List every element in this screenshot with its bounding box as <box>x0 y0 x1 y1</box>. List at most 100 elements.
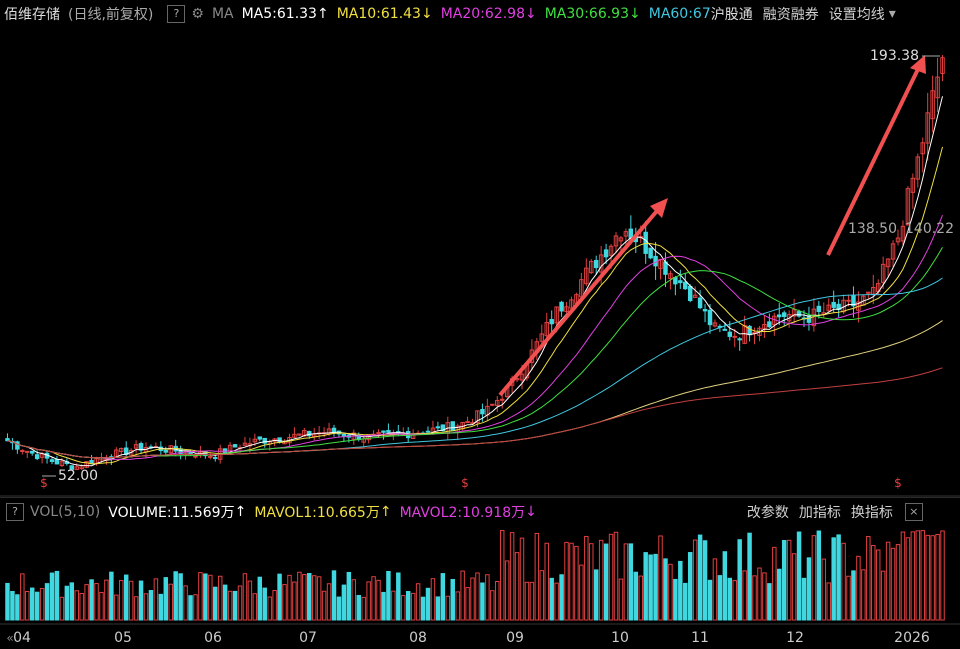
candle-body <box>54 459 60 465</box>
volume-bar <box>737 539 742 621</box>
candle-body <box>777 314 782 318</box>
volume-bar <box>148 590 154 621</box>
candle-body <box>292 433 297 438</box>
volume-bar <box>242 573 248 621</box>
volume-bar <box>791 553 797 621</box>
volume-bar <box>356 594 361 621</box>
gear-icon[interactable]: ⚙ <box>191 6 204 22</box>
candle-body <box>34 454 40 460</box>
volume-bar <box>5 582 10 621</box>
volume-bar <box>326 583 332 621</box>
volume-bar <box>208 574 213 621</box>
switch-indicator-button[interactable]: 换指标 <box>850 505 893 521</box>
volume-bar <box>371 576 376 621</box>
candle-body <box>49 459 55 462</box>
candle-body <box>544 322 549 337</box>
volume-bar <box>534 532 540 621</box>
close-icon[interactable]: × <box>904 503 923 521</box>
candle-body <box>69 465 75 470</box>
candle-body <box>450 421 455 432</box>
hgt-button[interactable]: 沪股通 <box>710 7 753 23</box>
vol-help-icon[interactable]: ? <box>6 503 24 521</box>
low-price-label: 52.00 <box>58 468 99 484</box>
candle-body <box>559 301 564 312</box>
candle-body <box>623 231 629 237</box>
candle-body <box>242 442 248 446</box>
chevron-down-icon[interactable]: ▾ <box>888 6 896 22</box>
volume-bar <box>178 573 183 621</box>
volume-bar <box>880 570 886 621</box>
volume-bar <box>668 563 673 621</box>
volume-bar <box>905 537 911 621</box>
change-params-button[interactable]: 改参数 <box>746 505 789 521</box>
candle-body <box>297 433 302 436</box>
candle-body <box>846 299 851 302</box>
candle-body <box>593 259 599 269</box>
candle-body <box>341 433 347 437</box>
volume-bar <box>890 547 896 621</box>
event-marker-icon: $ <box>894 476 902 490</box>
add-indicator-button[interactable]: 加指标 <box>798 505 841 521</box>
volume-bar <box>514 552 520 621</box>
candle-body <box>549 318 554 325</box>
volume-bar <box>386 570 391 621</box>
volume-bar <box>460 570 465 621</box>
x-axis-label: 09 <box>506 630 524 646</box>
volume-bar <box>895 544 901 621</box>
volume-bar <box>495 580 500 621</box>
volume-bar <box>237 585 243 621</box>
candle-body <box>915 156 921 180</box>
ma-settings-button[interactable]: 设置均线 <box>828 7 885 23</box>
candle-body <box>495 399 500 406</box>
ma5-up-icon: ↑ <box>316 6 329 22</box>
ma5-line <box>7 96 943 467</box>
mavol2-value: MAVOL2:10.918万 <box>399 505 526 521</box>
volume-bar <box>425 587 431 621</box>
volume-bar <box>44 583 50 621</box>
volume-bar <box>806 557 812 621</box>
volume-bar <box>772 546 777 621</box>
vol-label[interactable]: VOL(5,10) <box>30 504 101 520</box>
volume-bar <box>183 585 188 621</box>
stock-name[interactable]: 佰维存储 <box>4 7 60 23</box>
volume-bar <box>109 571 114 621</box>
candle-body <box>59 460 65 467</box>
ma10-line <box>7 146 943 465</box>
volume-bar <box>613 531 619 621</box>
help-icon[interactable]: ? <box>167 5 186 23</box>
candle-body <box>5 438 10 442</box>
volume-bar <box>158 593 164 621</box>
volume-bar <box>415 583 421 621</box>
volume-bar <box>445 595 451 621</box>
candle-body <box>747 325 752 336</box>
event-marker-icon: $ <box>461 476 469 490</box>
volume-bar <box>341 584 347 621</box>
volume-bar <box>499 529 505 621</box>
candle-body <box>890 243 896 260</box>
volume-bar <box>138 580 144 621</box>
volume-bar <box>915 530 921 621</box>
rzrq-button[interactable]: 融资融券 <box>762 7 819 23</box>
volume-bar <box>707 579 713 621</box>
volume-bar <box>529 581 535 621</box>
volume-bar <box>366 581 371 621</box>
volume-bar <box>544 542 549 621</box>
volume-bar <box>316 576 322 621</box>
volume-bar <box>277 573 282 621</box>
ma5-value: MA5:61.33 <box>241 6 317 22</box>
volume-bar <box>861 569 866 621</box>
volume-bar <box>767 583 772 621</box>
period-label[interactable]: (日线,前复权) <box>68 7 154 23</box>
volume-bar <box>217 575 223 621</box>
candle-body <box>613 235 619 247</box>
candle-body <box>84 461 89 468</box>
candle-body <box>188 451 193 455</box>
volume-bar <box>99 591 104 621</box>
candle-body <box>727 331 733 337</box>
volume-bar <box>396 572 401 621</box>
mid-price-label-b: 140.22 <box>905 221 954 237</box>
volume-bar <box>589 543 594 621</box>
volume-bar <box>336 596 342 621</box>
volume-bar <box>742 570 747 621</box>
